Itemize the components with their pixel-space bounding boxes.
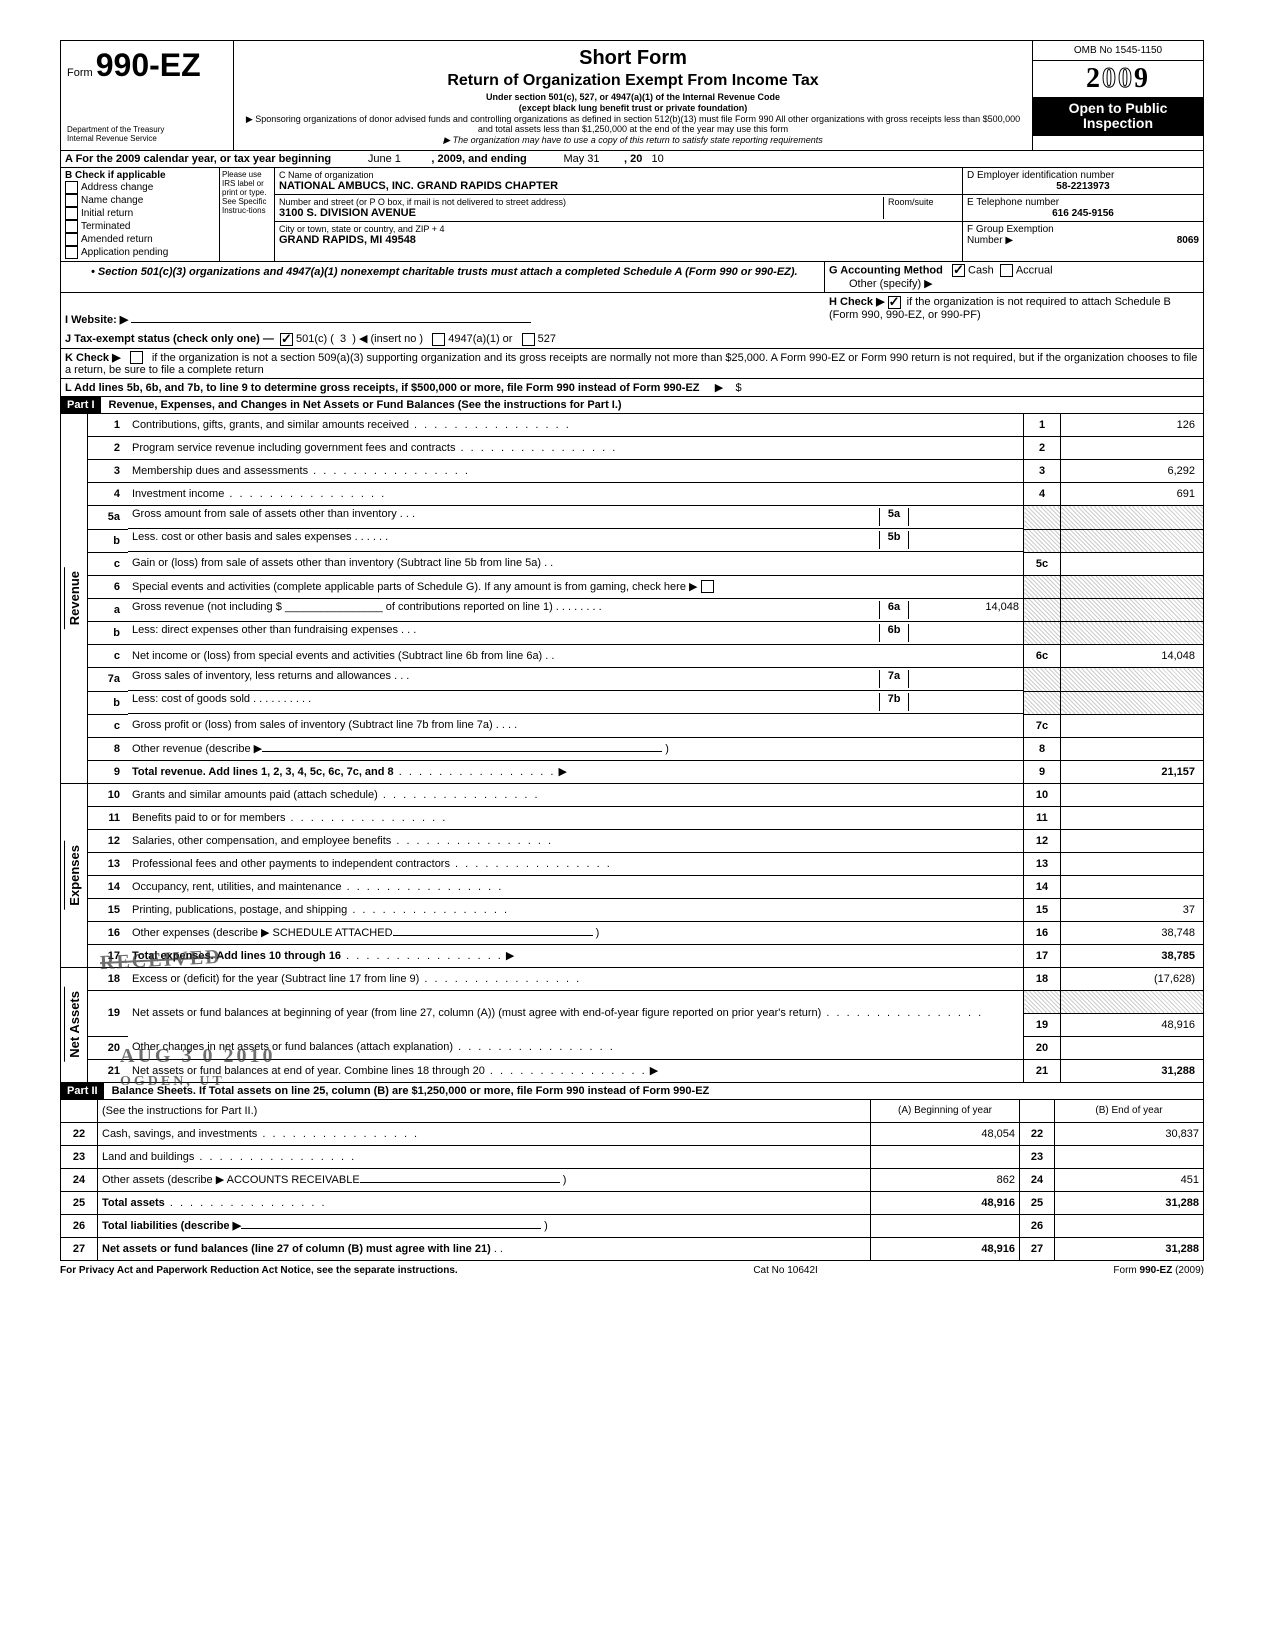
please-use-label: Please use IRS label or print or type. S… <box>220 168 275 261</box>
room-label: Room/suite <box>888 197 958 207</box>
addr-label: Number and street (or P O box, if mail i… <box>279 197 883 207</box>
title-return: Return of Organization Exempt From Incom… <box>242 72 1024 90</box>
checkbox-address-change[interactable] <box>65 181 78 194</box>
d-label: D Employer identification number <box>967 170 1199 181</box>
k-text: if the organization is not a section 509… <box>65 352 1197 377</box>
line-a: A For the 2009 calendar year, or tax yea… <box>61 151 1203 168</box>
org-city: GRAND RAPIDS, MI 49548 <box>279 234 958 246</box>
checkbox-amended[interactable] <box>65 233 78 246</box>
l-text: L Add lines 5b, 6b, and 7b, to line 9 to… <box>65 382 700 394</box>
501c-number: 3 <box>340 333 346 345</box>
netassets-label: Net Assets <box>64 987 84 1062</box>
e-label: E Telephone number <box>967 197 1199 208</box>
form-header: Form 990-EZ Department of the Treasury I… <box>61 41 1203 151</box>
expenses-table: 10Grants and similar amounts paid (attac… <box>88 784 1203 968</box>
checkbox-accrual[interactable] <box>1000 264 1013 277</box>
tax-year-begin: June 1 <box>368 153 401 165</box>
header-note2: ▶ The organization may have to use a cop… <box>242 135 1024 146</box>
revenue-table: 1Contributions, gifts, grants, and simil… <box>88 414 1203 784</box>
f-label: F Group Exemption <box>967 224 1199 235</box>
checkbox-terminated[interactable] <box>65 220 78 233</box>
section-bcd: B Check if applicable Address change Nam… <box>61 168 1203 262</box>
privacy-note: For Privacy Act and Paperwork Reduction … <box>60 1265 458 1276</box>
checkbox-527[interactable] <box>522 333 535 346</box>
section-501c3-g: • Section 501(c)(3) organizations and 49… <box>61 262 1203 293</box>
netassets-table: 18Excess or (deficit) for the year (Subt… <box>88 968 1203 1083</box>
form-ref: Form 990-EZ (2009) <box>1113 1265 1204 1276</box>
b-header: B Check if applicable <box>65 170 215 181</box>
checkbox-4947[interactable] <box>432 333 445 346</box>
checkbox-initial-return[interactable] <box>65 207 78 220</box>
checkbox-pending[interactable] <box>65 246 78 259</box>
balance-sheet-table: (See the instructions for Part II.) (A) … <box>61 1100 1203 1260</box>
inspection: Inspection <box>1037 116 1199 131</box>
checkbox-name-change[interactable] <box>65 194 78 207</box>
col-b-header: (B) End of year <box>1055 1100 1204 1123</box>
cat-no: Cat No 10642I <box>753 1265 818 1276</box>
subtitle-code: Under section 501(c), 527, or 4947(a)(1)… <box>242 92 1024 103</box>
subtitle-except: (except black lung benefit trust or priv… <box>242 103 1024 114</box>
expenses-label: Expenses <box>64 841 84 910</box>
501c3-note: • Section 501(c)(3) organizations and 49… <box>61 262 824 292</box>
checkbox-h[interactable] <box>888 296 901 309</box>
phone: 616 245-9156 <box>967 208 1199 219</box>
i-website-label: I Website: ▶ <box>65 314 128 326</box>
omb-number: OMB No 1545-1150 <box>1033 41 1203 61</box>
page-footer: For Privacy Act and Paperwork Reduction … <box>60 1261 1204 1280</box>
open-public: Open to Public <box>1037 101 1199 116</box>
city-label: City or town, state or country, and ZIP … <box>279 224 958 234</box>
ein: 58-2213973 <box>967 181 1199 192</box>
checkbox-cash[interactable] <box>952 264 965 277</box>
part2-header: Part II Balance Sheets. If Total assets … <box>61 1083 1203 1100</box>
dept-irs: Internal Revenue Service <box>67 135 227 144</box>
form-990ez: Form 990-EZ Department of the Treasury I… <box>60 40 1204 1261</box>
org-name: NATIONAL AMBUCS, INC. GRAND RAPIDS CHAPT… <box>279 180 958 192</box>
g-other: Other (specify) ▶ <box>829 277 1199 290</box>
col-a-header: (A) Beginning of year <box>871 1100 1020 1123</box>
checkbox-gaming[interactable] <box>701 580 714 593</box>
org-address: 3100 S. DIVISION AVENUE <box>279 207 883 219</box>
website-field[interactable] <box>131 322 531 323</box>
group-exemption: 8069 <box>1177 235 1199 246</box>
checkbox-501c[interactable] <box>280 333 293 346</box>
form-number: Form 990-EZ <box>67 47 227 84</box>
title-short-form: Short Form <box>242 47 1024 70</box>
revenue-label: Revenue <box>64 567 84 629</box>
checkbox-k[interactable] <box>130 351 143 364</box>
c-label: C Name of organization <box>279 170 958 180</box>
header-note1: ▶ Sponsoring organizations of donor advi… <box>242 114 1024 136</box>
part1-header: Part I Revenue, Expenses, and Changes in… <box>61 397 1203 414</box>
tax-year: 2009 <box>1033 61 1203 97</box>
tax-year-end-month: May 31 <box>563 153 599 165</box>
tax-year-end-year: 10 <box>652 153 664 165</box>
